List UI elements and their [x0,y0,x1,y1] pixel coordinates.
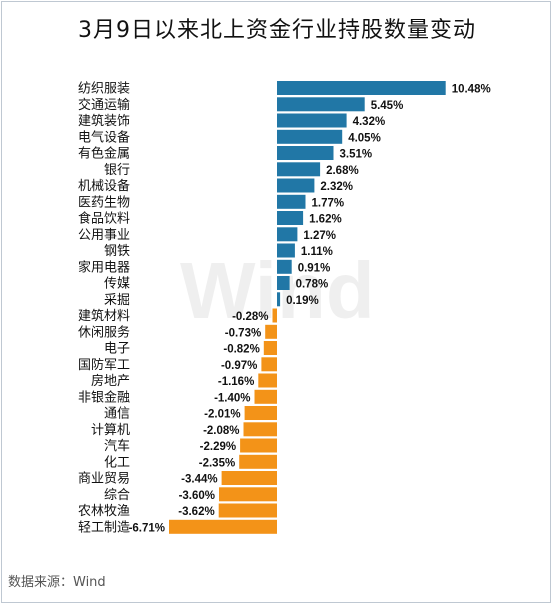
value-label: 10.48% [452,84,491,96]
value-label: -6.71% [129,522,165,534]
bar-电子 [263,341,277,355]
bar-医药生物 [277,194,306,209]
category-label: 非银金融 [78,389,130,405]
value-label: -2.08% [203,425,239,437]
value-label: -0.73% [225,327,261,339]
bar-通信 [244,406,277,420]
value-label: -2.35% [199,457,235,469]
value-label: 0.78% [296,279,329,291]
bar-国防军工 [261,357,277,372]
bar-银行 [277,162,321,177]
data-source-note: 数据来源：Wind [8,575,106,590]
value-label: 4.05% [348,132,381,144]
value-label: -1.40% [214,392,250,404]
bar-建筑材料 [272,308,277,323]
value-label: -3.62% [178,506,214,518]
bar-交通运输 [277,97,365,112]
bar-机械设备 [277,178,315,193]
value-label: 0.91% [298,262,331,274]
category-label: 轻工制造 [78,520,130,535]
category-label: 银行 [104,163,130,178]
bar-传媒 [277,276,290,290]
bar-休闲服务 [265,324,277,339]
bar-建筑装饰 [277,113,347,128]
category-label: 交通运输 [78,97,130,113]
bar-有色金属 [277,146,334,160]
value-label: -0.97% [221,360,257,372]
category-label: 食品饮料 [78,211,130,227]
value-label: -0.28% [232,311,268,323]
category-label: 有色金属 [78,146,130,162]
category-label: 电气设备 [78,129,130,145]
value-label: -2.29% [200,441,236,453]
bar-食品饮料 [277,211,304,225]
category-label: 电子 [104,342,130,357]
value-label: 4.32% [353,116,386,128]
bar-房地产 [258,373,277,388]
bar-纺织服装 [277,81,446,95]
category-label: 休闲服务 [78,324,130,340]
bar-采掘 [277,292,281,307]
bar-汽车 [240,438,277,453]
bar-家用电器 [277,259,292,274]
bar-钢铁 [277,243,295,258]
bar-计算机 [243,422,277,437]
bar-电气设备 [277,129,343,144]
category-label: 房地产 [91,373,130,389]
bar-非银金融 [254,389,277,404]
value-label: 1.27% [303,230,336,242]
value-label: 1.62% [309,214,342,226]
value-label: -3.60% [179,490,215,502]
value-label: 5.45% [371,100,404,112]
value-label: 2.32% [320,181,353,193]
category-label: 通信 [104,407,130,422]
category-label: 建筑材料 [78,308,130,324]
category-label: 建筑装饰 [78,113,130,129]
bar-农林牧渔 [218,503,277,518]
category-label: 传媒 [104,277,130,292]
chart-title: 3月9日以来北上资金行业持股数量变动 [78,18,476,43]
value-label: 3.51% [340,149,373,161]
value-label: -1.16% [218,376,254,388]
bar-公用事业 [277,227,298,242]
category-label: 商业贸易 [78,472,130,487]
category-label: 采掘 [104,293,130,308]
category-label: 医药生物 [78,195,130,210]
category-label: 化工 [104,455,130,470]
value-label: 1.11% [301,246,333,258]
bar-商业贸易 [221,471,277,485]
value-label: 2.68% [326,165,359,177]
category-label: 家用电器 [78,259,130,275]
bar-综合 [219,487,277,502]
value-label: 0.19% [286,295,319,307]
value-label: -0.82% [223,344,259,356]
category-label: 汽车 [104,438,130,454]
value-label: 1.77% [312,197,345,209]
category-label: 综合 [104,488,130,503]
bar-化工 [239,454,277,469]
bar-轻工制造 [169,519,277,534]
category-label: 机械设备 [78,178,130,194]
category-label: 农林牧渔 [78,504,130,519]
value-label: -3.44% [181,474,217,486]
category-label: 钢铁 [104,244,130,259]
category-label: 国防军工 [78,357,130,373]
category-label: 纺织服装 [78,82,130,97]
value-label: -2.01% [204,409,240,421]
category-label: 公用事业 [78,228,130,243]
category-label: 计算机 [91,423,130,438]
